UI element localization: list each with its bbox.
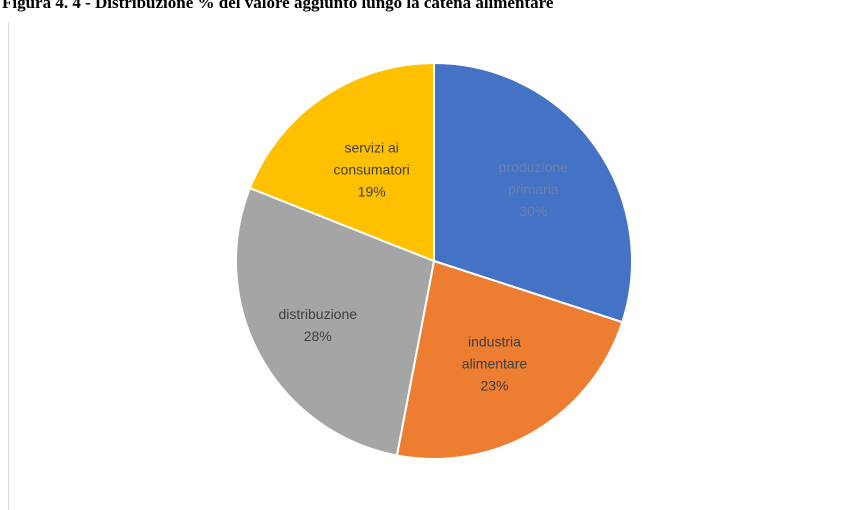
- slice-distribuzione: [235, 186, 436, 457]
- slice-category-label: alimentare: [462, 355, 528, 371]
- slice-value-label: 28%: [304, 328, 332, 344]
- figure-caption: Figura 4. 4 - Distribuzione % del valore…: [2, 0, 554, 12]
- slice-category-label: primaria: [508, 181, 559, 197]
- slice-produzione-primaria: [433, 61, 633, 324]
- slice-value-label: 30%: [519, 203, 547, 219]
- slice-value-label: 19%: [358, 183, 386, 199]
- slice-servizi-ai-consumatori: [248, 61, 435, 263]
- slice-label-servizi-ai-consumatori: servizi ai consumatori 19%: [334, 139, 410, 199]
- slice-category-label: industria: [468, 333, 521, 349]
- slice-label-distribuzione: distribuzione 28%: [278, 306, 357, 344]
- slice-label-industria-alimentare: industria alimentare 23%: [462, 333, 528, 393]
- slice-category-label: distribuzione: [278, 306, 357, 322]
- slice-category-label: servizi ai: [344, 139, 398, 155]
- slice-industria-alimentare: [395, 259, 624, 460]
- slice-category-label: produzione: [499, 159, 568, 175]
- chart-frame: [8, 22, 851, 510]
- pie-slices: [235, 61, 633, 460]
- slice-value-label: 23%: [480, 377, 508, 393]
- slice-label-produzione-primaria: produzione primaria 30%: [499, 159, 568, 219]
- pie-labels: produzione primaria 30% industria alimentare…: [278, 139, 568, 393]
- slice-category-label: consumatori: [334, 161, 410, 177]
